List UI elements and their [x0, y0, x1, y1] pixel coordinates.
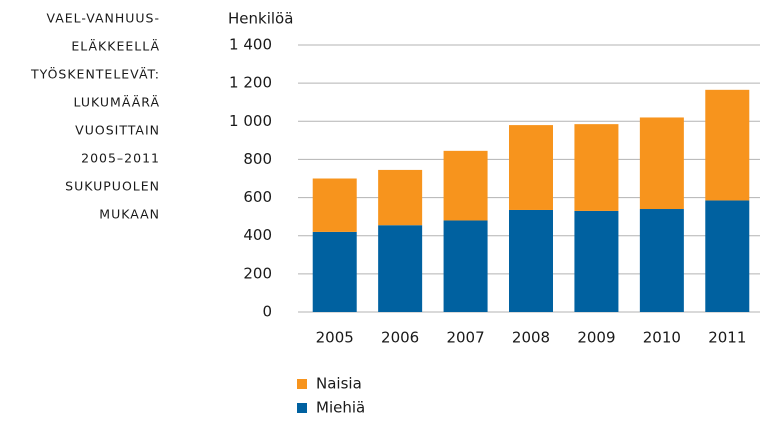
x-tick-label: 2006	[381, 329, 419, 347]
bar-segment	[639, 209, 684, 312]
x-tick-label: 2010	[643, 329, 681, 347]
bar-segment	[312, 178, 357, 232]
bar-segment	[378, 225, 423, 312]
x-tick-label: 2011	[708, 329, 746, 347]
legend-label: Naisia	[316, 375, 362, 393]
bar-segment	[443, 150, 488, 221]
chart-title-line: SUKUPUOLEN	[65, 179, 160, 194]
legend-label: Miehiä	[316, 399, 365, 417]
chart-title-line: ELÄKKEELLÄ	[71, 39, 160, 54]
chart-title-line: 2005–2011	[81, 151, 160, 166]
x-tick-label: 2009	[577, 329, 615, 347]
x-tick-label: 2007	[446, 329, 484, 347]
y-tick-label: 1 400	[229, 36, 272, 54]
bar-segment	[705, 200, 750, 312]
y-tick-label: 200	[243, 264, 272, 282]
bar-segment	[378, 169, 423, 226]
y-tick-label: 1 000	[229, 112, 272, 130]
chart-title-line: MUKAAN	[99, 207, 160, 222]
x-tick-label: 2008	[512, 329, 550, 347]
bar-segment	[639, 117, 684, 210]
chart-title-line: LUKUMÄÄRÄ	[74, 95, 160, 110]
legend-swatch	[297, 379, 307, 389]
bar-segment	[509, 125, 553, 210]
y-tick-label: 400	[243, 226, 272, 244]
y-tick-label: 0	[262, 303, 272, 321]
bar-segment	[705, 89, 750, 201]
chart-title-line: VAEL-VANHUUS-	[46, 11, 160, 26]
y-tick-label: 800	[243, 150, 272, 168]
y-axis-label: Henkilöä	[228, 10, 293, 28]
bar-segment	[509, 209, 553, 312]
y-tick-label: 600	[243, 188, 272, 206]
bar-segment	[312, 231, 357, 312]
x-tick-label: 2005	[316, 329, 354, 347]
bar-segment	[574, 210, 619, 312]
bar-segment	[443, 220, 488, 312]
legend-swatch	[297, 403, 307, 413]
bar-segment	[574, 124, 619, 211]
chart-title-line: VUOSITTAIN	[75, 123, 160, 138]
y-tick-label: 1 200	[229, 74, 272, 92]
chart-title-line: TYÖSKENTELEVÄT:	[30, 66, 160, 82]
